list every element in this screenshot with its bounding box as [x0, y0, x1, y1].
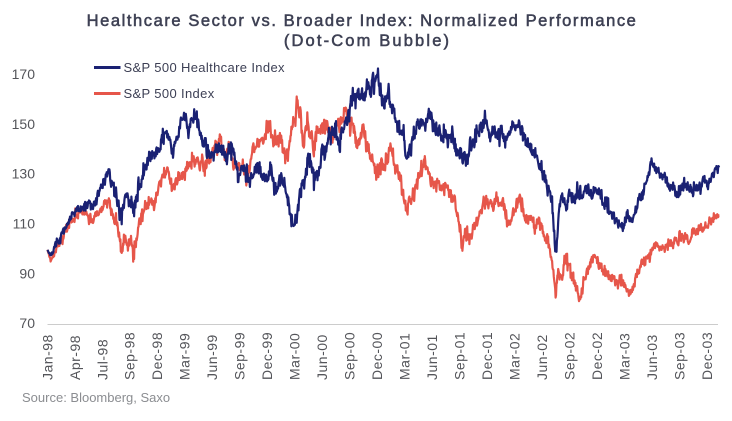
- svg-text:Jun-03: Jun-03: [644, 334, 660, 380]
- svg-text:Source: Bloomberg, Saxo: Source: Bloomberg, Saxo: [22, 390, 170, 405]
- svg-text:170: 170: [12, 66, 36, 82]
- svg-text:Dec-02: Dec-02: [589, 332, 605, 380]
- svg-text:110: 110: [13, 216, 36, 232]
- svg-text:Jun-00: Jun-00: [314, 334, 330, 380]
- svg-text:Sep-03: Sep-03: [671, 332, 687, 380]
- svg-text:S&P 500 Healthcare Index: S&P 500 Healthcare Index: [124, 60, 286, 75]
- svg-text:Dec-00: Dec-00: [369, 332, 385, 380]
- svg-text:Mar-00: Mar-00: [287, 333, 303, 380]
- svg-text:Jul-98: Jul-98: [94, 339, 110, 380]
- svg-text:Dec-01: Dec-01: [479, 332, 495, 380]
- svg-text:Jan-98: Jan-98: [39, 334, 55, 380]
- svg-text:150: 150: [12, 116, 36, 132]
- svg-text:90: 90: [19, 265, 35, 281]
- svg-text:Healthcare Sector vs. Broader: Healthcare Sector vs. Broader Index: Nor…: [87, 12, 638, 30]
- svg-text:Jun-99: Jun-99: [204, 334, 220, 380]
- svg-text:Sep-02: Sep-02: [561, 332, 577, 380]
- svg-text:Mar-99: Mar-99: [177, 333, 193, 380]
- svg-text:Dec-98: Dec-98: [149, 332, 165, 380]
- svg-text:Jun-02: Jun-02: [534, 334, 550, 380]
- svg-text:Mar-03: Mar-03: [616, 333, 632, 380]
- svg-text:(Dot-Com Bubble): (Dot-Com Bubble): [284, 32, 451, 50]
- svg-text:Sep-99: Sep-99: [232, 332, 248, 380]
- svg-text:Sep-00: Sep-00: [342, 332, 358, 380]
- svg-text:Mar-01: Mar-01: [397, 333, 413, 380]
- svg-text:S&P 500 Index: S&P 500 Index: [124, 86, 215, 101]
- svg-text:130: 130: [12, 166, 36, 182]
- svg-text:Jun-01: Jun-01: [424, 334, 440, 380]
- svg-text:Mar-02: Mar-02: [506, 333, 522, 380]
- svg-text:70: 70: [19, 315, 35, 331]
- svg-text:Sep-98: Sep-98: [122, 332, 138, 380]
- svg-text:Dec-03: Dec-03: [699, 332, 715, 380]
- svg-text:Dec-99: Dec-99: [259, 332, 275, 380]
- svg-text:Apr-98: Apr-98: [67, 335, 83, 380]
- svg-text:Sep-01: Sep-01: [452, 332, 468, 380]
